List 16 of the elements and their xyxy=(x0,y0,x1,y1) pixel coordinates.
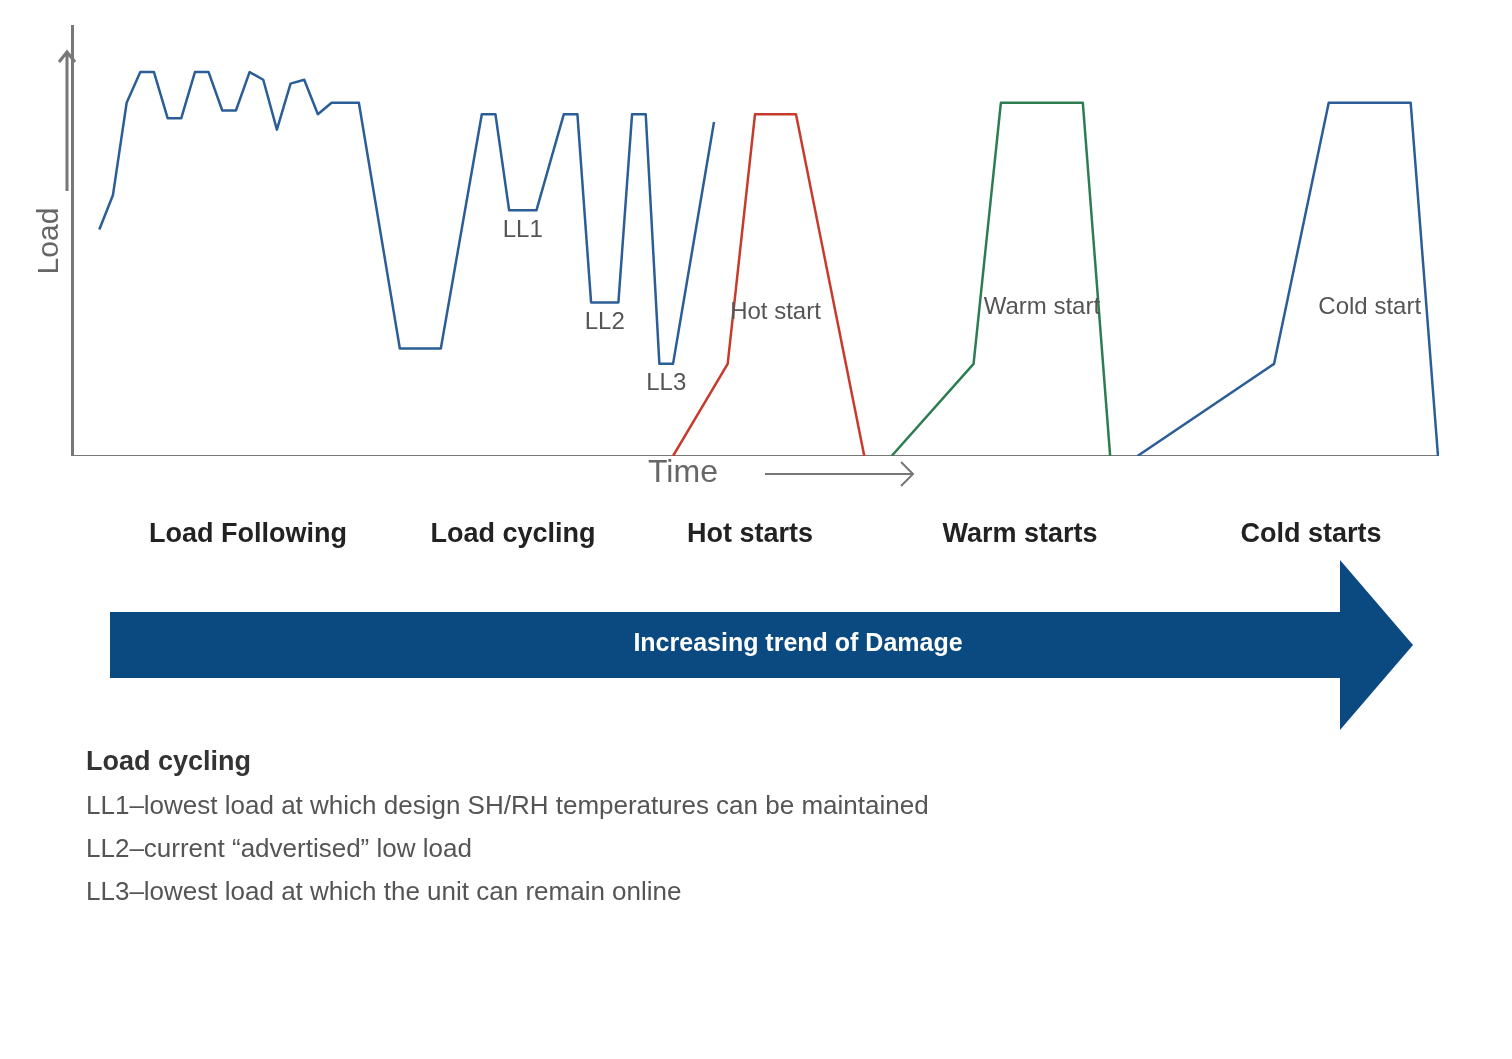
y-axis-title: Load xyxy=(31,207,65,275)
text: Load Following xyxy=(148,518,348,549)
text: LL3–lowest load at which the unit can remain online xyxy=(86,876,682,907)
x-axis-title: Time xyxy=(648,453,718,490)
text: Warm starts xyxy=(941,518,1099,549)
annotation: LL2 xyxy=(584,307,625,335)
series-label: Cold start xyxy=(1318,292,1422,320)
text: Increasing trend of Damage xyxy=(632,628,964,657)
text: Load cycling xyxy=(86,746,252,777)
text: Cold starts xyxy=(1239,518,1383,549)
text: Hot starts xyxy=(686,518,814,549)
text: Load cycling xyxy=(429,518,597,549)
annotation: LL3 xyxy=(646,368,687,396)
annotation: LL1 xyxy=(502,214,543,242)
text: LL2–current “advertised” low load xyxy=(86,833,472,864)
text: LL1–lowest load at which design SH/RH temperatures can be maintained xyxy=(86,790,929,821)
